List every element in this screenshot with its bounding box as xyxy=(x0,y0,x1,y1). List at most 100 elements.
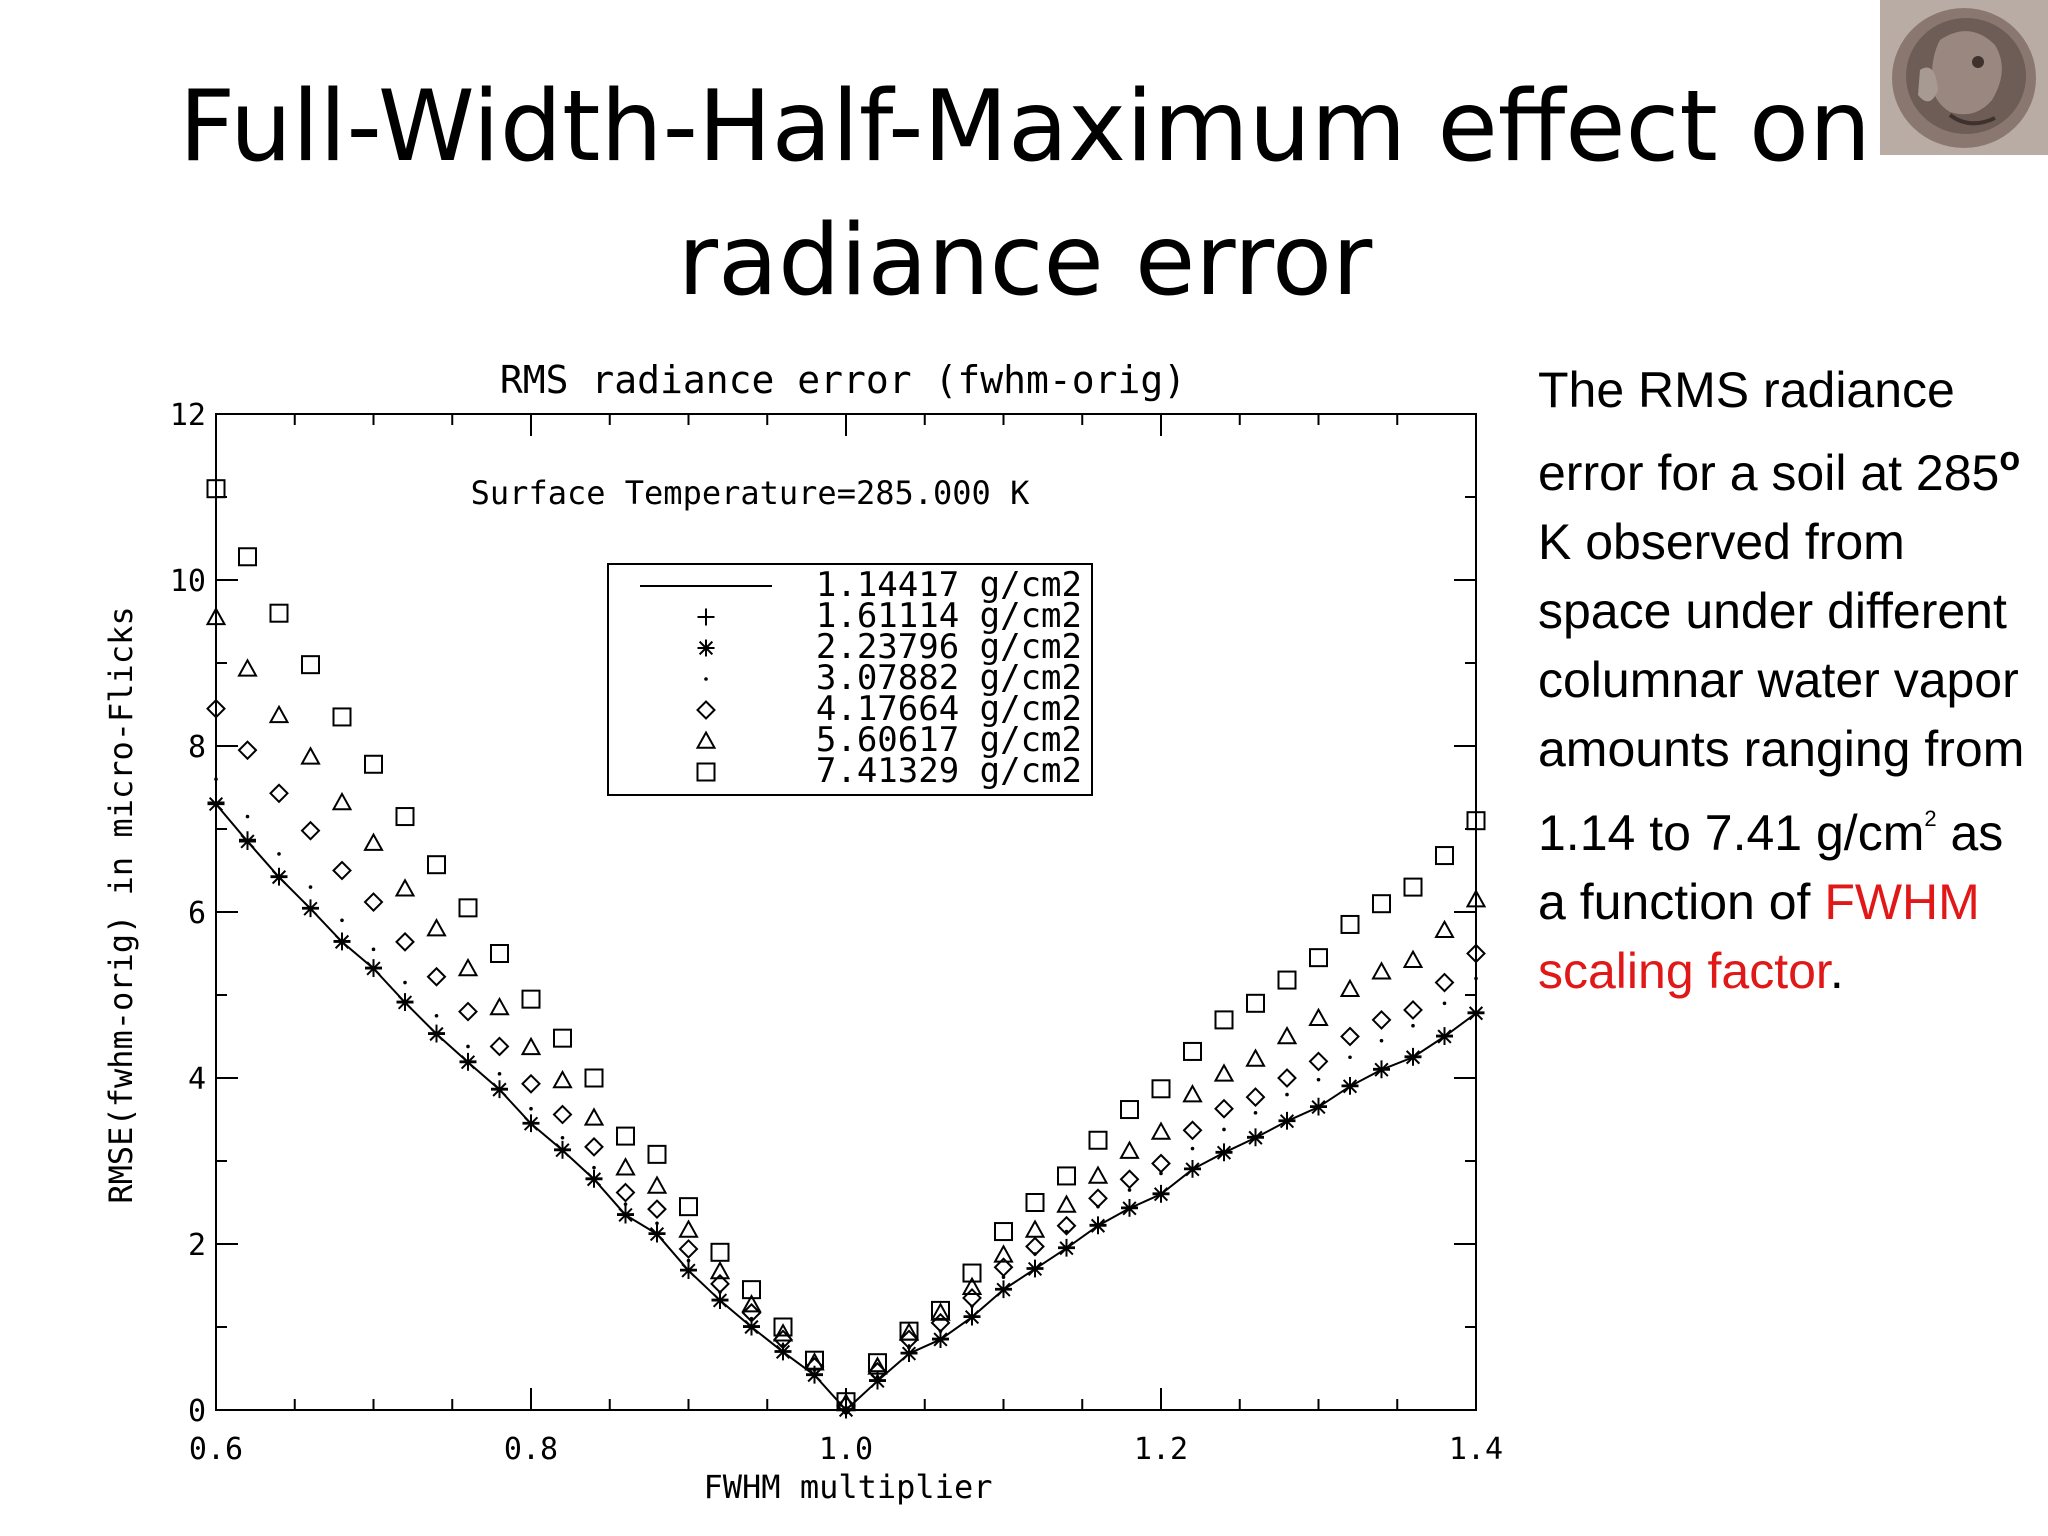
data-point-dot xyxy=(623,1202,628,1206)
data-point-diamond xyxy=(1340,1026,1360,1047)
data-point-diamond xyxy=(804,1356,825,1377)
slide-title-line2: radiance error xyxy=(677,204,1373,318)
data-point-dot xyxy=(1474,976,1478,981)
data-point-triangle xyxy=(331,791,353,811)
data-point-triangle xyxy=(1371,961,1392,980)
data-point-dot xyxy=(844,1405,848,1410)
data-point-diamond xyxy=(269,783,289,804)
data-point-diamond xyxy=(300,820,321,841)
series-triangle xyxy=(205,606,1487,1412)
data-point-star xyxy=(491,1081,508,1099)
data-point-plus xyxy=(1247,1128,1264,1146)
data-point-diamond xyxy=(426,966,447,987)
data-point-square xyxy=(1277,970,1297,990)
data-point-square xyxy=(1088,1130,1108,1150)
data-point-dot xyxy=(308,885,313,889)
data-point-plus xyxy=(333,932,351,950)
y-axis-label: RMSE(fwhm-orig) in micro-Flicks xyxy=(102,606,140,1203)
data-point-square xyxy=(773,1317,793,1337)
data-point-triangle xyxy=(1024,1219,1046,1238)
fwhm-highlight: FWHM scaling factor xyxy=(1538,874,1980,999)
data-point-triangle xyxy=(930,1302,951,1321)
data-point-star xyxy=(869,1372,886,1390)
data-point-star xyxy=(774,1343,792,1361)
legend-box xyxy=(607,563,1093,796)
data-point-diamond xyxy=(1056,1215,1077,1236)
data-point-dot xyxy=(1379,1038,1384,1043)
x-tick-label: 1.2 xyxy=(1134,1432,1188,1467)
data-point-triangle xyxy=(961,1276,983,1295)
data-point-star xyxy=(1121,1199,1138,1217)
data-point-diamond xyxy=(458,1001,478,1022)
data-point-square xyxy=(710,1242,730,1262)
data-point-square xyxy=(742,1280,761,1300)
coin-illustration xyxy=(1880,0,2048,155)
squared-superscript: 2 xyxy=(1924,806,1937,831)
data-point-dot xyxy=(1411,1023,1415,1028)
data-point-plus xyxy=(1467,1003,1485,1021)
legend-symbol-plus xyxy=(697,608,715,626)
y-tick-label: 0 xyxy=(188,1394,206,1429)
legend-label: 1.61114 g/cm2 xyxy=(816,596,1082,636)
data-point-dot xyxy=(812,1368,817,1372)
chart-title: RMS radiance error (fwhm-orig) xyxy=(500,358,1186,402)
data-point-square xyxy=(1340,914,1360,934)
series-line xyxy=(215,803,1477,1412)
data-point-square xyxy=(1214,1010,1234,1030)
description-part1: The RMS radiance error for a soil at 285 xyxy=(1538,362,2000,501)
data-point-star xyxy=(900,1345,918,1363)
data-point-dot xyxy=(875,1375,880,1379)
legend-label: 1.14417 g/cm2 xyxy=(816,565,1082,605)
series-dot xyxy=(214,777,1478,1410)
data-point-diamond xyxy=(993,1257,1014,1278)
data-point-square xyxy=(931,1300,950,1320)
data-point-star xyxy=(711,1291,729,1309)
data-point-triangle xyxy=(1434,919,1455,939)
data-point-dot xyxy=(403,980,407,985)
data-point-diamond xyxy=(363,892,384,912)
data-point-star xyxy=(1436,1028,1453,1045)
data-point-triangle xyxy=(237,658,258,677)
data-point-star xyxy=(806,1366,823,1384)
data-point-star xyxy=(270,868,288,886)
slide-title-line1: Full-Width-Half-Maximum effect on xyxy=(178,70,1872,184)
data-point-diamond xyxy=(1277,1068,1297,1088)
y-tick-label: 8 xyxy=(188,730,206,765)
data-point-star xyxy=(1278,1112,1296,1130)
data-point-diamond xyxy=(647,1199,667,1220)
data-point-plus xyxy=(302,899,319,917)
data-point-plus xyxy=(270,867,288,885)
data-point-square xyxy=(1372,894,1391,914)
data-point-plus xyxy=(1310,1097,1327,1115)
data-point-star xyxy=(1026,1260,1044,1278)
data-point-square xyxy=(521,989,541,1009)
data-point-dot xyxy=(560,1135,565,1140)
data-point-star xyxy=(932,1330,949,1348)
data-point-square xyxy=(1151,1079,1171,1099)
data-point-plus xyxy=(1341,1076,1359,1094)
data-point-square xyxy=(458,898,478,918)
data-point-dot xyxy=(340,918,344,923)
data-point-triangle xyxy=(489,996,510,1016)
data-point-dot xyxy=(1348,1055,1352,1060)
data-point-diamond xyxy=(710,1273,730,1294)
data-point-triangle xyxy=(1182,1084,1203,1103)
data-point-diamond xyxy=(615,1182,636,1203)
data-point-star xyxy=(617,1206,634,1224)
data-point-dot xyxy=(718,1290,722,1294)
data-point-diamond xyxy=(1434,972,1455,993)
description-text: The RMS radiance error for a soil at 285… xyxy=(1538,356,2038,1006)
data-point-star xyxy=(1341,1077,1359,1095)
data-point-plus xyxy=(743,1317,760,1335)
data-point-diamond xyxy=(867,1361,888,1382)
data-point-dot xyxy=(1033,1252,1037,1256)
data-point-star xyxy=(1247,1129,1264,1147)
data-point-star xyxy=(1467,1004,1485,1022)
data-point-triangle xyxy=(804,1352,825,1371)
data-point-plus xyxy=(1152,1184,1170,1202)
data-point-plus xyxy=(585,1169,603,1187)
data-point-dot xyxy=(1222,1127,1226,1132)
data-point-square xyxy=(647,1144,667,1164)
data-point-square xyxy=(679,1197,698,1217)
data-point-plus xyxy=(680,1261,697,1279)
